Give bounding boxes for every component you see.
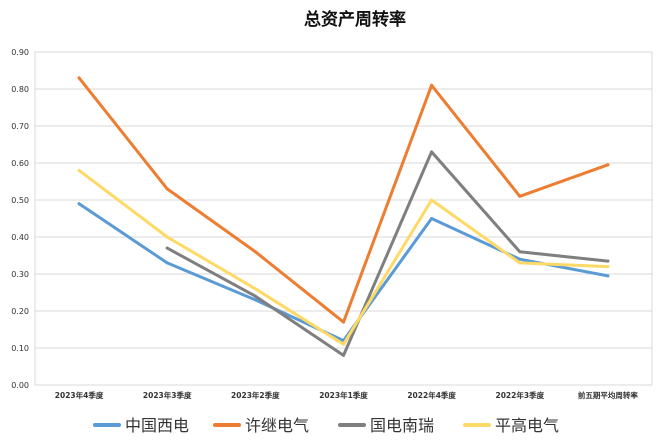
data-point <box>165 246 169 250</box>
data-point <box>430 150 434 154</box>
data-point <box>253 294 257 298</box>
series-line-2 <box>165 150 610 357</box>
data-point <box>430 83 434 87</box>
y-tick-label: 0.00 <box>11 381 29 390</box>
data-point <box>518 250 522 254</box>
data-point <box>165 187 169 191</box>
x-axis-ticks: 2023年4季度 2023年3季度 2023年2季度 2023年1季度 2022年4季度… <box>55 390 639 400</box>
y-tick-label: 0.20 <box>11 307 29 316</box>
data-point <box>518 194 522 198</box>
data-point <box>606 265 610 269</box>
x-tick-label: 2023年1季度 <box>319 390 368 400</box>
legend: 中国西电 许继电气 国电南瑞 平高电气 <box>93 416 559 435</box>
y-tick-label: 0.10 <box>11 344 29 353</box>
x-tick-label: 2022年3季度 <box>495 390 544 400</box>
legend-label: 中国西电 <box>125 416 189 435</box>
y-tick-label: 0.90 <box>11 48 29 57</box>
data-point <box>77 168 81 172</box>
x-tick-label: 2023年2季度 <box>231 390 280 400</box>
series-lines <box>77 76 610 357</box>
data-point <box>518 257 522 261</box>
data-point <box>606 274 610 278</box>
legend-label: 许继电气 <box>245 416 309 435</box>
data-point <box>342 342 345 346</box>
data-point <box>518 261 522 265</box>
plot-area <box>34 51 653 386</box>
data-point <box>165 235 169 239</box>
data-point <box>606 163 610 167</box>
y-axis-ticks: 0.00 0.10 0.20 0.30 0.40 0.50 0.60 0.70 0.80 0.90 <box>11 48 29 390</box>
x-tick-label: 2023年3季度 <box>143 390 192 400</box>
gridlines <box>35 51 652 349</box>
x-tick-label: 2023年4季度 <box>55 390 104 400</box>
data-point <box>430 198 434 202</box>
data-point <box>430 217 434 220</box>
data-point <box>77 202 81 206</box>
legend-label: 国电南瑞 <box>370 416 434 435</box>
x-tick-label: 前五期平均周转率 <box>578 390 638 400</box>
chart-title: 总资产周转率 <box>304 9 406 30</box>
y-tick-label: 0.70 <box>11 122 29 131</box>
data-point <box>342 320 345 324</box>
data-point <box>342 353 345 357</box>
data-point <box>253 287 257 291</box>
data-point <box>253 250 257 254</box>
x-tick-label: 2022年4季度 <box>407 390 456 400</box>
data-point <box>77 76 81 80</box>
legend-label: 平高电气 <box>495 416 559 435</box>
y-tick-label: 0.50 <box>11 196 29 205</box>
data-point <box>253 298 257 302</box>
y-tick-label: 0.80 <box>11 85 29 94</box>
data-point <box>606 259 610 263</box>
y-tick-label: 0.30 <box>11 270 29 279</box>
data-point <box>165 261 169 265</box>
y-tick-label: 0.40 <box>11 233 29 242</box>
y-tick-label: 0.60 <box>11 159 29 168</box>
